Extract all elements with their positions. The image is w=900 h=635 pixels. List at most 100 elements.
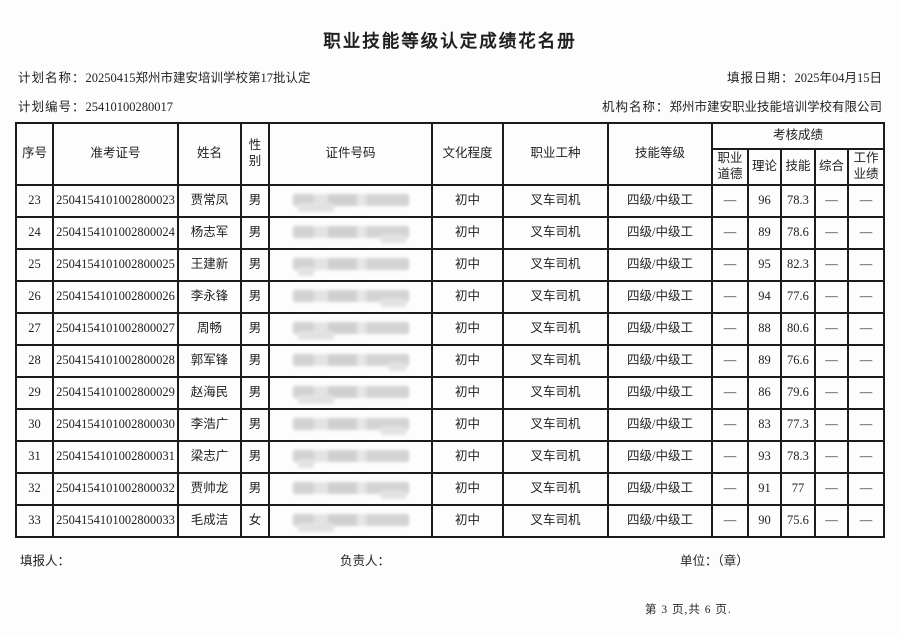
org-name: 机构名称：郑州市建安职业技能培训学校有限公司 xyxy=(602,96,882,115)
cell-no: 31 xyxy=(14,440,54,474)
cell-name: 赵海民 xyxy=(176,376,242,410)
cell-skill: 77 xyxy=(779,472,816,506)
cell-work: — xyxy=(846,440,886,474)
cell-gender: 男 xyxy=(239,248,270,282)
cell-skill: 80.6 xyxy=(779,312,816,346)
cell-ethics: — xyxy=(710,472,749,506)
filler-label: 填报人： xyxy=(20,554,71,568)
cell-occupation: 叉车司机 xyxy=(501,184,609,218)
plan-name-value: 20250415郑州市建安培训学校第17批认定 xyxy=(85,71,311,85)
cell-name: 贾常凤 xyxy=(176,184,242,218)
unit-label: 单位： xyxy=(680,554,718,568)
fill-date-value: 2025年04月15日 xyxy=(794,71,882,85)
cell-gender: 男 xyxy=(239,216,270,250)
cell-level: 四级/中级工 xyxy=(606,216,713,250)
id-number-redacted xyxy=(281,447,420,467)
table-header: 序号 准考证号 姓名 性别 证件号码 文化程度 职业工种 技能等级 考核成绩 职… xyxy=(14,122,886,186)
cell-occupation: 叉车司机 xyxy=(501,472,609,506)
cell-exam-no: 2504154101002800032 xyxy=(51,472,179,506)
cell-work: — xyxy=(846,376,886,410)
cell-ethics: — xyxy=(710,408,749,442)
cell-education: 初中 xyxy=(430,344,504,378)
cell-theory: 89 xyxy=(746,216,782,250)
cell-id-no xyxy=(267,216,433,250)
plan-no-label: 计划编号： xyxy=(18,100,86,114)
table-row: 32 2504154101002800032 贾帅龙 男 初中 叉车司机 四级/… xyxy=(14,472,886,506)
col-header-level: 技能等级 xyxy=(606,122,713,186)
cell-exam-no: 2504154101002800028 xyxy=(51,344,179,378)
cell-no: 28 xyxy=(14,344,54,378)
table-row: 31 2504154101002800031 梁志广 男 初中 叉车司机 四级/… xyxy=(14,440,886,474)
cell-ethics: — xyxy=(710,248,749,282)
fill-date-label: 填报日期： xyxy=(726,71,795,85)
cell-work: — xyxy=(846,184,886,218)
col-header-occupation: 职业工种 xyxy=(501,122,609,186)
cell-comprehensive: — xyxy=(813,184,849,218)
manager-label: 负责人： xyxy=(340,554,391,568)
id-number-redacted xyxy=(281,383,420,403)
cell-occupation: 叉车司机 xyxy=(501,408,609,442)
cell-ethics: — xyxy=(710,376,749,410)
cell-comprehensive: — xyxy=(813,472,849,506)
cell-theory: 96 xyxy=(746,184,782,218)
id-number-redacted xyxy=(281,255,420,275)
cell-id-no xyxy=(267,408,433,442)
cell-name: 李永锋 xyxy=(176,280,242,314)
cell-education: 初中 xyxy=(430,312,504,346)
cell-work: — xyxy=(846,280,886,314)
cell-gender: 男 xyxy=(239,472,270,506)
cell-ethics: — xyxy=(710,504,749,538)
meta-row-2: 计划编号：25410100280017 机构名称：郑州市建安职业技能培训学校有限… xyxy=(18,96,882,116)
cell-level: 四级/中级工 xyxy=(606,408,713,442)
cell-comprehensive: — xyxy=(813,312,849,346)
cell-theory: 89 xyxy=(746,344,782,378)
cell-occupation: 叉车司机 xyxy=(501,312,609,346)
cell-id-no xyxy=(267,440,433,474)
cell-education: 初中 xyxy=(430,248,504,282)
cell-level: 四级/中级工 xyxy=(606,344,713,378)
cell-name: 杨志军 xyxy=(176,216,242,250)
cell-occupation: 叉车司机 xyxy=(501,216,609,250)
cell-work: — xyxy=(846,248,886,282)
cell-comprehensive: — xyxy=(813,440,849,474)
cell-work: — xyxy=(846,312,886,346)
cell-theory: 93 xyxy=(746,440,782,474)
cell-theory: 95 xyxy=(746,248,782,282)
cell-gender: 男 xyxy=(239,184,270,218)
cell-comprehensive: — xyxy=(813,216,849,250)
cell-name: 王建新 xyxy=(176,248,242,282)
table-row: 29 2504154101002800029 赵海民 男 初中 叉车司机 四级/… xyxy=(14,376,886,410)
cell-level: 四级/中级工 xyxy=(606,184,713,218)
id-number-redacted xyxy=(281,479,420,499)
cell-comprehensive: — xyxy=(813,280,849,314)
cell-id-no xyxy=(267,280,433,314)
cell-level: 四级/中级工 xyxy=(606,280,713,314)
cell-gender: 男 xyxy=(239,408,270,442)
cell-comprehensive: — xyxy=(813,408,849,442)
col-header-skill: 技能 xyxy=(779,148,816,186)
cell-skill: 77.3 xyxy=(779,408,816,442)
cell-no: 26 xyxy=(14,280,54,314)
cell-skill: 78.6 xyxy=(779,216,816,250)
cell-gender: 男 xyxy=(239,344,270,378)
col-header-education: 文化程度 xyxy=(430,122,504,186)
cell-skill: 78.3 xyxy=(779,440,816,474)
cell-occupation: 叉车司机 xyxy=(501,440,609,474)
table-row: 26 2504154101002800026 李永锋 男 初中 叉车司机 四级/… xyxy=(14,280,886,314)
table-row: 33 2504154101002800033 毛成洁 女 初中 叉车司机 四级/… xyxy=(14,504,886,538)
cell-id-no xyxy=(267,312,433,346)
table-row: 30 2504154101002800030 李浩广 男 初中 叉车司机 四级/… xyxy=(14,408,886,442)
cell-no: 30 xyxy=(14,408,54,442)
cell-name: 梁志广 xyxy=(176,440,242,474)
table-row: 24 2504154101002800024 杨志军 男 初中 叉车司机 四级/… xyxy=(14,216,886,250)
cell-level: 四级/中级工 xyxy=(606,440,713,474)
cell-gender: 男 xyxy=(239,280,270,314)
cell-occupation: 叉车司机 xyxy=(501,376,609,410)
cell-id-no xyxy=(267,472,433,506)
cell-level: 四级/中级工 xyxy=(606,472,713,506)
cell-skill: 75.6 xyxy=(779,504,816,538)
cell-ethics: — xyxy=(710,440,749,474)
col-header-ethics: 职业道德 xyxy=(710,148,749,186)
page-number: 第 3 页,共 6 页. xyxy=(645,604,732,616)
id-number-redacted xyxy=(281,511,420,531)
